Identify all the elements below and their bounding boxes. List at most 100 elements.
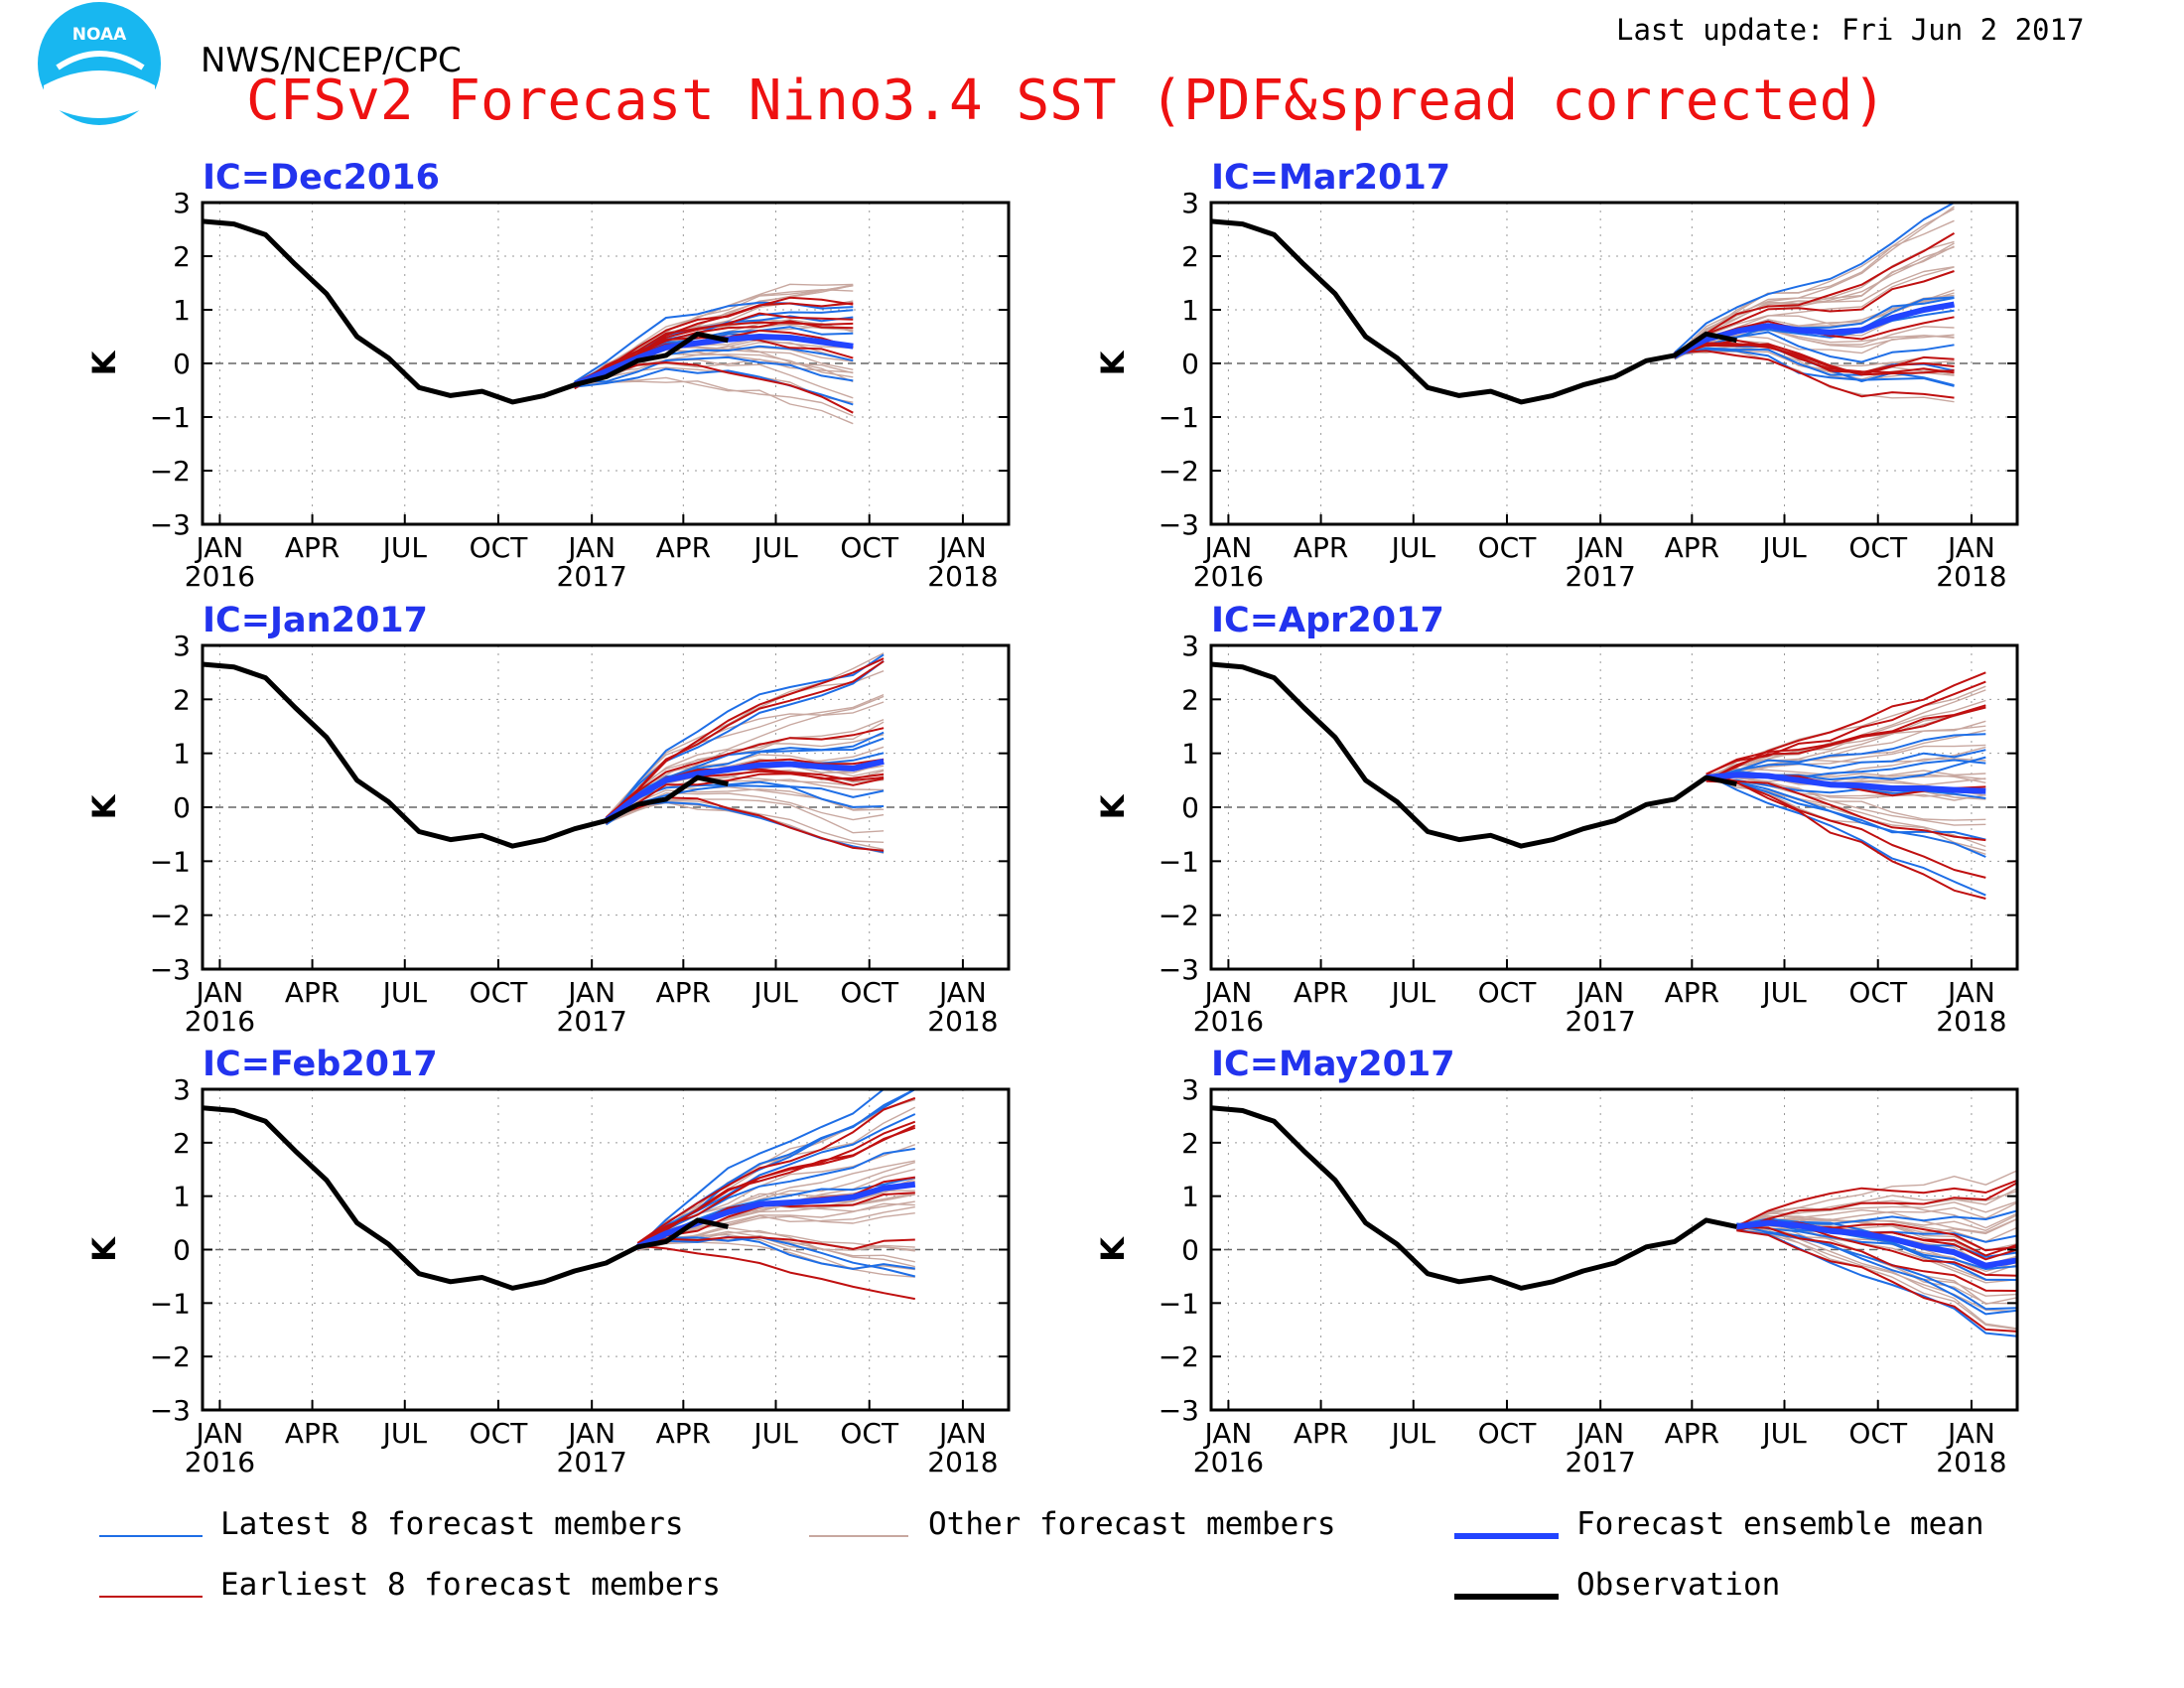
earliest-member-line xyxy=(605,727,885,824)
x-tick-label: JUL xyxy=(751,1417,798,1450)
x-tick-year-label: 2017 xyxy=(557,1446,627,1478)
y-tick-label: −3 xyxy=(150,508,191,541)
observation-line xyxy=(1210,1105,1737,1291)
x-tick-year-label: 2018 xyxy=(927,1005,998,1038)
y-tick-label: −1 xyxy=(1159,1287,1199,1320)
x-tick-label: JAN xyxy=(1202,531,1252,564)
x-tick-label: OCT xyxy=(470,976,529,1009)
x-tick-year-label: 2018 xyxy=(1936,1446,2006,1478)
x-tick-label: JAN xyxy=(1946,976,1995,1009)
y-tick-label: −2 xyxy=(150,455,191,488)
x-tick-label: JUL xyxy=(751,531,798,564)
other-member-line xyxy=(606,788,885,821)
y-tick-label: 3 xyxy=(173,187,191,219)
x-tick-year-label: 2016 xyxy=(185,1446,255,1478)
x-tick-label: APR xyxy=(1665,976,1720,1009)
y-axis-label: K xyxy=(1094,1236,1132,1262)
y-tick-label: 2 xyxy=(173,240,191,273)
panel-title: IC=Apr2017 xyxy=(1211,601,1444,640)
x-tick-label: OCT xyxy=(1478,531,1538,564)
x-tick-year-label: 2018 xyxy=(1936,560,2006,593)
earliest-member-line xyxy=(1736,1182,2018,1232)
y-tick-label: −1 xyxy=(1159,845,1199,878)
earliest-member-line xyxy=(1706,680,1986,775)
y-tick-label: 3 xyxy=(173,630,191,662)
y-tick-label: 3 xyxy=(1181,630,1199,662)
other-member-line xyxy=(574,285,854,386)
noaa-logo-text: NOAA xyxy=(72,25,127,45)
y-tick-label: 2 xyxy=(173,683,191,716)
earliest-member-line xyxy=(1735,1179,2018,1228)
y-tick-label: 1 xyxy=(1181,1181,1199,1213)
x-tick-label: JAN xyxy=(1574,1417,1624,1450)
other-member-line xyxy=(1674,206,1955,360)
x-tick-label: JAN xyxy=(937,531,987,564)
latest-member-line xyxy=(1674,349,1955,387)
x-tick-label: APR xyxy=(656,976,712,1009)
latest-member-line xyxy=(574,355,854,383)
earliest-member-line xyxy=(1674,350,1955,399)
x-tick-year-label: 2017 xyxy=(1566,1005,1636,1038)
y-tick-label: 1 xyxy=(173,1181,191,1213)
observation-line xyxy=(202,661,729,849)
earliest-member-line xyxy=(1706,777,1986,879)
y-tick-label: −2 xyxy=(150,900,191,932)
x-tick-label: OCT xyxy=(1848,976,1908,1009)
y-tick-label: 0 xyxy=(173,348,191,380)
other-member-line xyxy=(1674,219,1955,357)
y-axis-label: K xyxy=(85,350,123,375)
y-axis-label: K xyxy=(1094,793,1132,819)
figure-title: CFSv2 Forecast Nino3.4 SST (PDF&spread c… xyxy=(246,69,1886,133)
legend-latest-label: Latest 8 forecast members xyxy=(220,1506,684,1542)
x-tick-year-label: 2018 xyxy=(927,560,998,593)
latest-member-line xyxy=(1674,202,1955,353)
x-tick-label: APR xyxy=(1665,531,1720,564)
latest-member-line xyxy=(636,1088,915,1249)
earliest-member-line xyxy=(636,1096,916,1244)
y-tick-label: 0 xyxy=(1181,348,1199,380)
noaa-logo: NOAA xyxy=(38,2,161,125)
x-tick-label: JAN xyxy=(937,1417,987,1450)
y-tick-label: 1 xyxy=(1181,294,1199,327)
other-member-line xyxy=(1736,1213,2018,1231)
y-tick-label: −3 xyxy=(150,1394,191,1427)
other-member-line xyxy=(1736,1200,2018,1230)
x-tick-label: JAN xyxy=(194,1417,243,1450)
ensemble-mean-line xyxy=(604,758,885,823)
latest-member-line xyxy=(1706,749,1986,780)
x-tick-label: OCT xyxy=(840,1417,899,1450)
earliest-member-line xyxy=(1674,339,1955,374)
x-tick-year-label: 2016 xyxy=(1193,1446,1264,1478)
latest-member-line xyxy=(605,780,885,822)
x-tick-year-label: 2017 xyxy=(1566,1446,1636,1478)
earliest-member-line xyxy=(1736,1225,2018,1292)
other-member-line xyxy=(1706,770,1986,782)
panel-title: IC=Mar2017 xyxy=(1211,158,1450,198)
x-tick-label: JUL xyxy=(1760,531,1807,564)
legend-earliest-label: Earliest 8 forecast members xyxy=(220,1567,721,1603)
other-member-line xyxy=(606,701,885,823)
y-tick-label: −3 xyxy=(1159,508,1199,541)
x-tick-label: OCT xyxy=(470,1417,529,1450)
observation-line xyxy=(1210,218,1737,405)
y-tick-label: −1 xyxy=(150,1287,191,1320)
x-tick-label: JAN xyxy=(1202,976,1252,1009)
x-tick-label: APR xyxy=(1294,1417,1349,1450)
y-tick-label: 2 xyxy=(1181,683,1199,716)
observation-line xyxy=(202,218,729,405)
agency-label: NWS/NCEP/CPC xyxy=(201,41,462,80)
other-member-line xyxy=(1706,744,1986,781)
x-tick-year-label: 2016 xyxy=(1193,560,1264,593)
x-tick-year-label: 2016 xyxy=(185,560,255,593)
latest-member-line xyxy=(1736,1222,2018,1281)
y-tick-label: 1 xyxy=(173,738,191,771)
latest-member-line xyxy=(636,1147,915,1249)
y-axis-label: K xyxy=(85,793,123,819)
x-tick-label: APR xyxy=(656,531,712,564)
panel-title: IC=May2017 xyxy=(1211,1045,1455,1084)
